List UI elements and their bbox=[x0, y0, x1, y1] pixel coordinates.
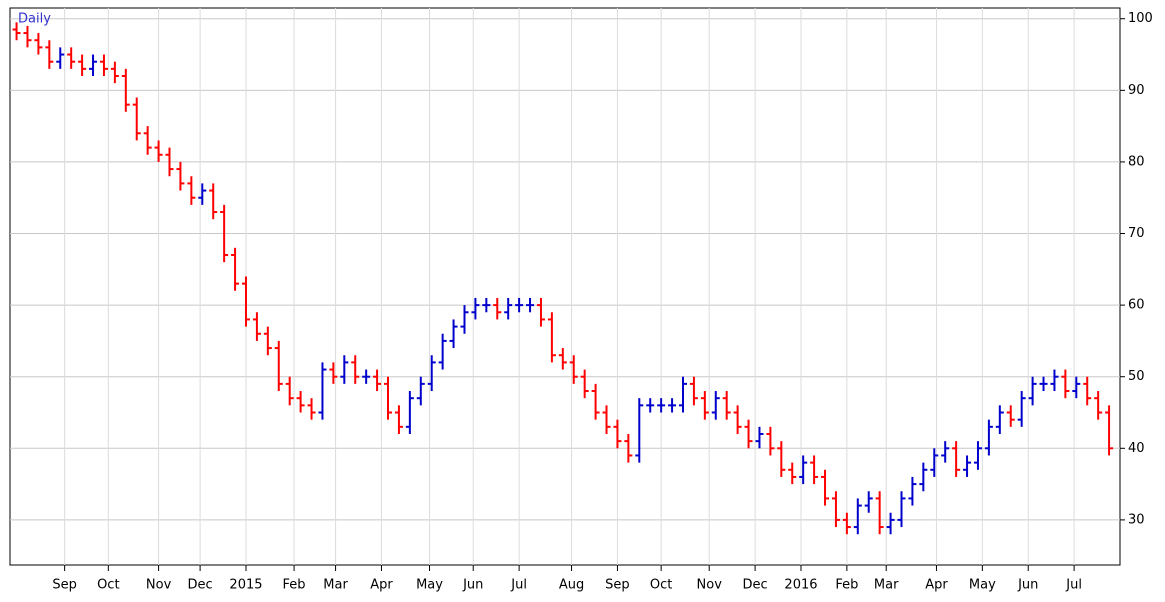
x-tick-label: Jul bbox=[1065, 578, 1082, 593]
x-tick-label: May bbox=[969, 578, 996, 593]
x-tick-label: Feb bbox=[283, 578, 306, 593]
y-tick-label: 90 bbox=[1128, 83, 1145, 98]
x-tick-label: Apr bbox=[925, 578, 948, 593]
y-tick-label: 30 bbox=[1128, 512, 1145, 527]
y-tick-label: 70 bbox=[1128, 226, 1145, 241]
x-tick-label: 2015 bbox=[229, 578, 262, 593]
x-tick-label: Dec bbox=[188, 578, 213, 593]
chart-title: Daily bbox=[18, 12, 51, 27]
x-tick-label: Nov bbox=[697, 578, 723, 593]
x-tick-label: Oct bbox=[97, 578, 119, 593]
x-tick-label: Sep bbox=[52, 578, 77, 593]
x-tick-label: Jun bbox=[462, 578, 483, 593]
x-tick-label: Aug bbox=[559, 578, 584, 593]
x-tick-label: Jun bbox=[1017, 578, 1038, 593]
x-tick-label: Oct bbox=[650, 578, 672, 593]
x-tick-label: Dec bbox=[743, 578, 768, 593]
x-tick-label: Apr bbox=[370, 578, 393, 593]
y-tick-label: 80 bbox=[1128, 154, 1145, 169]
x-tick-label: Feb bbox=[835, 578, 858, 593]
x-tick-label: May bbox=[416, 578, 443, 593]
x-tick-label: Nov bbox=[146, 578, 172, 593]
y-tick-label: 40 bbox=[1128, 441, 1145, 456]
x-tick-label: Jul bbox=[510, 578, 527, 593]
plot-frame bbox=[9, 7, 1121, 566]
x-tick-label: 2016 bbox=[784, 578, 817, 593]
x-tick-label: Mar bbox=[323, 578, 348, 593]
y-tick-label: 60 bbox=[1128, 298, 1145, 313]
y-tick-label: 50 bbox=[1128, 369, 1145, 384]
x-tick-label: Mar bbox=[874, 578, 899, 593]
x-tick-label: Sep bbox=[605, 578, 630, 593]
y-tick-label: 100 bbox=[1128, 11, 1153, 26]
